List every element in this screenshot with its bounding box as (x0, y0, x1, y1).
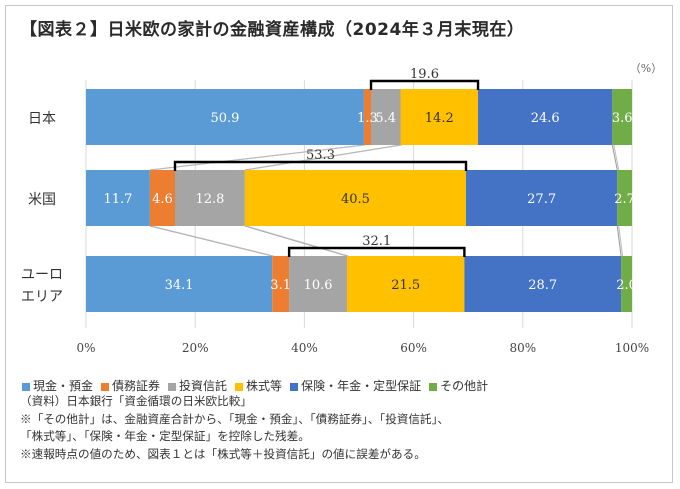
legend-swatch (22, 382, 30, 391)
bar-segment (86, 89, 364, 145)
data-label: 24.6 (531, 111, 560, 126)
connector-line (616, 225, 622, 257)
bar-segment (346, 256, 465, 312)
bar-segment (272, 256, 290, 312)
data-label: 12.8 (195, 192, 224, 207)
data-label: 27.7 (527, 192, 556, 207)
bracket (287, 246, 466, 257)
notes: （資料）日本銀行「資金循環の日米欧比較」 ※「その他計」は、金融資産合計から、「… (20, 393, 449, 463)
data-label: 2.0 (616, 278, 637, 293)
connector-line (151, 144, 366, 171)
bar-segment (466, 170, 618, 226)
legend-swatch (101, 382, 110, 391)
legend-label: 投資信託 (179, 379, 228, 393)
legend-item: 投資信託 (168, 377, 227, 394)
x-tick-label: 80% (509, 341, 536, 355)
data-label: 14.2 (425, 111, 454, 126)
chart-title: 【図表２】日米欧の家計の金融資産構成（2024年３月末現在） (20, 20, 525, 40)
legend-swatch (290, 382, 299, 391)
note-line-1: ※「その他計」は、金融資産合計から、「現金・預金」、「債務証券」、「投資信託」、 (20, 411, 449, 426)
bar-segment (400, 89, 479, 145)
category-label: ユーロ (21, 267, 63, 283)
bar-segment (289, 256, 347, 312)
category-label: エリア (21, 289, 63, 305)
bar-segment (86, 170, 150, 226)
note-line-3: ※速報時点の値のため、図表１とは「株式等＋投資信託」の値に誤差がある。 (20, 446, 426, 461)
x-tick-label: 60% (400, 341, 427, 355)
legend-item: 現金・預金 (22, 377, 93, 394)
unit-label: （%） (630, 62, 662, 75)
bar-segment (478, 89, 613, 145)
data-label: 21.5 (391, 278, 420, 293)
category-label: 日本 (28, 111, 56, 127)
bracket-value: 53.3 (306, 148, 335, 163)
legend-swatch (235, 382, 244, 391)
connector-line (246, 225, 349, 257)
bar-segment (464, 256, 622, 312)
data-label: 2.7 (614, 192, 635, 207)
bar-segment (621, 256, 632, 312)
data-label: 11.7 (103, 192, 132, 207)
legend-swatch (168, 382, 177, 391)
connector-line (246, 144, 403, 171)
legend-label: 株式等 (246, 379, 283, 393)
data-label: 3.6 (612, 111, 633, 126)
data-label: 34.1 (165, 278, 194, 293)
note-line-2: 「株式等」、「保険・年金・定型保証」を控除した残差。 (20, 429, 310, 443)
source-note: （資料）日本銀行「資金循環の日米欧比較」 (20, 394, 252, 408)
data-label: 1.3 (357, 111, 378, 126)
bar-segment (86, 256, 273, 312)
connector-line (618, 225, 624, 257)
data-label: 3.1 (270, 278, 291, 293)
data-label: 40.5 (341, 192, 370, 207)
connector-line (611, 144, 618, 171)
legend-item: 保険・年金・定型保証 (290, 377, 421, 394)
chart-frame (5, 5, 673, 483)
x-tick-label: 100% (615, 341, 649, 355)
x-tick-label: 20% (182, 341, 209, 355)
bar-segment (174, 170, 245, 226)
legend: 現金・預金 債務証券 投資信託 株式等 保険・年金・定型保証 その他計 (22, 377, 496, 394)
bracket-value: 32.1 (362, 234, 391, 249)
bar-segment (612, 89, 632, 145)
bracket-value: 19.6 (410, 67, 439, 82)
legend-item: その他計 (429, 377, 488, 394)
bracket (173, 160, 468, 171)
connector-line (613, 144, 620, 171)
legend-label: その他計 (440, 379, 489, 393)
legend-label: 債務証券 (112, 379, 161, 393)
data-label: 5.4 (375, 111, 396, 126)
legend-item: 株式等 (235, 377, 282, 394)
bar-segment (371, 89, 401, 145)
bar-segment (617, 170, 632, 226)
bar-segment (363, 89, 372, 145)
data-label: 28.7 (528, 278, 557, 293)
legend-swatch (429, 382, 438, 391)
data-label: 50.9 (210, 111, 239, 126)
legend-label: 現金・預金 (33, 379, 94, 393)
bar-segment (244, 170, 467, 226)
data-label: 10.6 (304, 278, 333, 293)
data-label: 4.6 (152, 192, 173, 207)
legend-item: 債務証券 (101, 377, 160, 394)
x-tick-label: 40% (291, 341, 318, 355)
category-label: 米国 (28, 192, 56, 208)
legend-label: 保険・年金・定型保証 (301, 379, 422, 393)
bar-segment (149, 170, 175, 226)
x-tick-label: 0% (76, 341, 95, 355)
connector-line (151, 225, 274, 257)
bracket (369, 79, 480, 90)
